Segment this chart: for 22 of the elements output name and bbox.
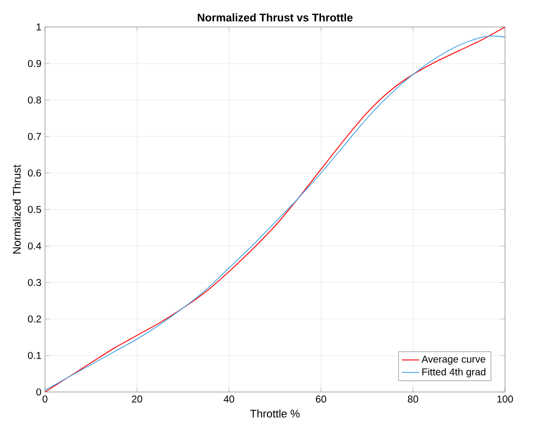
legend-label: Average curve bbox=[422, 356, 486, 365]
chart-title: Normalized Thrust vs Throttle bbox=[198, 13, 353, 22]
x-tick-label: 0 bbox=[42, 396, 48, 403]
y-tick-label: 0.7 bbox=[28, 132, 41, 140]
y-tick-label: 0.3 bbox=[28, 278, 42, 286]
y-axis-title: Normalized Thrust bbox=[12, 164, 21, 254]
y-tick-label: 0 bbox=[36, 388, 42, 396]
x-tick-label: 20 bbox=[132, 396, 142, 403]
y-tick-label: 0.5 bbox=[28, 206, 42, 214]
x-tick-label: 60 bbox=[316, 396, 326, 403]
y-tick-label: 0.6 bbox=[28, 169, 42, 177]
x-tick-label: 80 bbox=[408, 396, 418, 403]
y-tick-label: 0.2 bbox=[28, 315, 41, 323]
y-tick-label: 0.8 bbox=[28, 96, 42, 104]
legend-label: Fitted 4th grad bbox=[422, 368, 486, 378]
y-tick-label: 0.1 bbox=[28, 352, 41, 360]
x-tick-label: 40 bbox=[224, 396, 234, 403]
x-axis-title: Throttle % bbox=[250, 409, 300, 418]
y-tick-label: 0.9 bbox=[28, 60, 42, 68]
x-tick-label: 100 bbox=[497, 396, 513, 403]
y-tick-label: 0.4 bbox=[28, 242, 42, 250]
y-tick-label: 1 bbox=[36, 24, 41, 30]
